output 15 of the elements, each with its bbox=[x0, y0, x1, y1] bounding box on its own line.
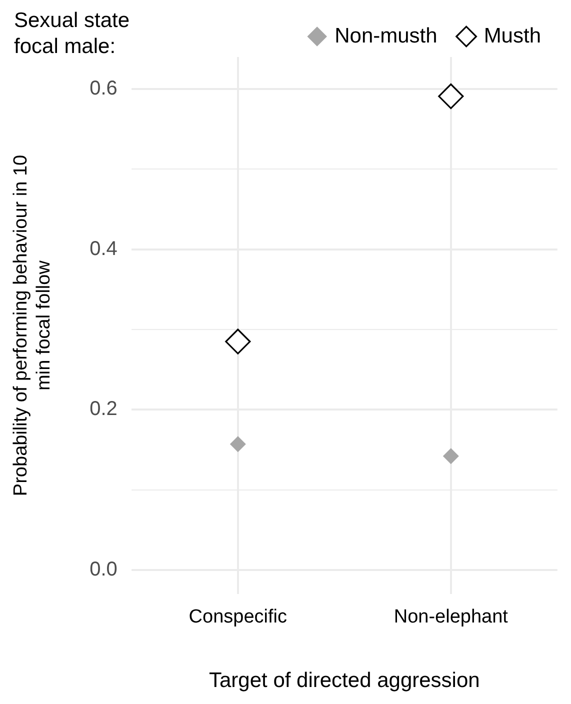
point bbox=[438, 83, 464, 110]
point bbox=[225, 328, 251, 354]
y-tick-label: 0.2 bbox=[90, 398, 118, 420]
x-tick-label: Non-elephant bbox=[394, 606, 509, 628]
legend-label: Musth bbox=[484, 24, 541, 48]
y-axis-title: Probability of performing behaviour in 10 min focal follow bbox=[10, 154, 54, 496]
legend-label: Non-musth bbox=[334, 24, 438, 48]
y-tick-label: 0.4 bbox=[90, 238, 118, 260]
y-tick-label: 0.0 bbox=[90, 558, 118, 580]
y-tick-label: 0.6 bbox=[90, 78, 118, 100]
x-axis-title: Target of directed aggression bbox=[208, 669, 480, 692]
point bbox=[230, 436, 246, 452]
legend-title: Sexual state focal male: bbox=[14, 8, 131, 60]
point bbox=[442, 448, 459, 464]
x-tick-label: Conspecific bbox=[188, 606, 288, 628]
